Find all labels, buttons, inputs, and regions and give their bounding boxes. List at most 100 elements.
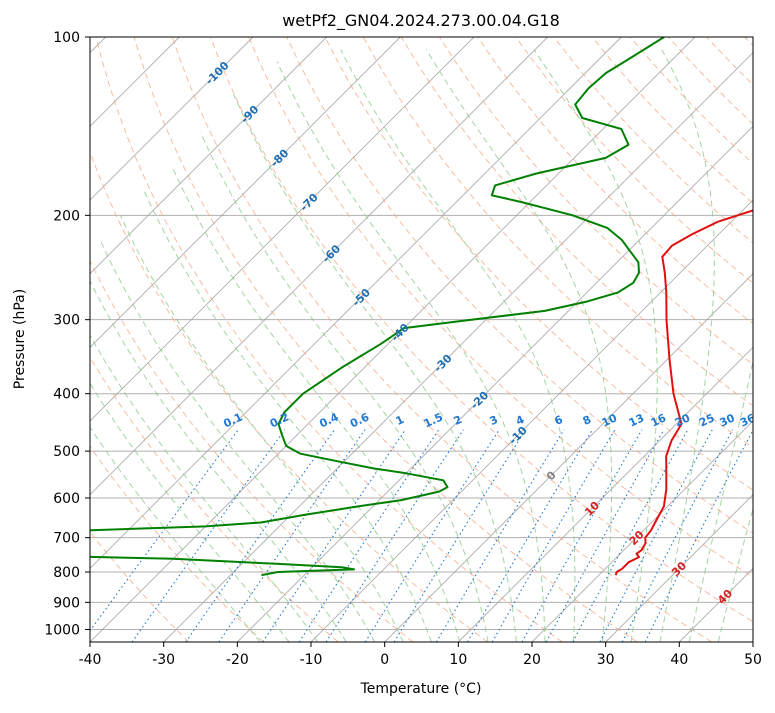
isotherm-label: -90: [238, 103, 261, 126]
dry-adiabat-line: [668, 37, 775, 642]
isotherm-line: [0, 37, 400, 642]
moist-adiabat-line: [426, 50, 611, 642]
isotherm-line: [237, 37, 775, 642]
isotherm-label: 10: [582, 499, 602, 519]
plot-area: -100-90-80-70-60-50-40-30-20-10010203040…: [0, 37, 775, 642]
dry-adiabat-line: [0, 37, 338, 642]
mixing-ratio-label: 3: [488, 413, 500, 428]
isotherm-label: -30: [431, 351, 454, 374]
isotherm-label: 40: [715, 587, 735, 607]
y-tick-label: 300: [53, 313, 80, 329]
chart-title: wetPf2_GN04.2024.273.00.04.G18: [282, 11, 560, 31]
dry-adiabat-line: [0, 37, 264, 642]
isotherm-line: [606, 37, 775, 642]
isotherm-line: [753, 37, 775, 642]
y-tick-label: 500: [53, 444, 80, 460]
isotherm-label: -40: [389, 321, 412, 344]
x-tick-label: 20: [523, 652, 541, 668]
x-tick-label: -40: [79, 652, 102, 668]
dry-adiabat-line: [96, 37, 562, 642]
dry-adiabat-line: [439, 37, 775, 642]
moist-adiabat-line: [121, 215, 404, 642]
mixing-ratio-line: [492, 430, 615, 642]
dry-adiabat-line: [745, 37, 775, 642]
moist-adiabat-line: [689, 50, 775, 642]
isotherm-label: -70: [298, 191, 321, 214]
x-tick-label: 10: [449, 652, 467, 668]
mixing-ratio-line: [82, 430, 239, 642]
mixing-ratio-label: 10: [600, 411, 620, 429]
mixing-ratio-label: 6: [552, 413, 565, 428]
x-axis: -40 -30 -20 -10 0 10 20 30 40 50: [79, 642, 762, 668]
x-tick-label: -20: [226, 652, 249, 668]
dry-adiabat-line: [20, 37, 413, 642]
isotherm-line: [532, 37, 775, 642]
mixing-ratio-line: [468, 430, 593, 642]
mixing-ratio-label: 16: [649, 411, 669, 429]
mixing-ratio-label: 1: [394, 413, 406, 428]
isotherm-line: [0, 37, 474, 642]
mixing-ratio-label: 13: [627, 411, 646, 429]
y-tick-label: 700: [53, 531, 80, 547]
dry-adiabat-line: [0, 37, 189, 642]
mixing-ratio-label: 0.2: [268, 410, 291, 430]
mixing-ratio-label: 0.4: [317, 410, 340, 430]
isotherm-line: [16, 37, 621, 642]
isotherm-label: -50: [350, 286, 373, 309]
dewpoint-profile-line: [0, 37, 664, 575]
mixing-ratio-label: 0.1: [221, 410, 244, 430]
y-tick-label: 600: [53, 491, 80, 507]
mixing-ratio-label: 25: [697, 411, 716, 429]
mixing-ratio-line: [645, 430, 753, 642]
dry-adiabat-line: [516, 37, 775, 642]
isotherm-label: 0: [544, 468, 559, 483]
y-tick-label: 800: [53, 565, 80, 581]
y-axis: 100 200 300 400 500 600 700 800 900 1000: [44, 30, 90, 638]
sounding-series: [0, 37, 775, 575]
dry-adiabat-line: [707, 37, 775, 642]
y-tick-label: 100: [53, 30, 80, 46]
mixing-ratio-line: [365, 430, 499, 642]
moist-adiabat-line: [234, 94, 517, 642]
x-axis-label: Temperature (°C): [360, 681, 482, 697]
y-tick-label: 400: [53, 387, 80, 403]
isotherm-line: [164, 37, 769, 642]
x-tick-label: -30: [152, 652, 175, 668]
moist-adiabat-line: [718, 50, 775, 642]
y-axis-label: Pressure (hPa): [12, 289, 28, 389]
isotherm-label: -100: [203, 59, 232, 88]
x-tick-label: 0: [380, 652, 389, 668]
x-tick-label: 40: [670, 652, 688, 668]
mixing-ratio-line: [436, 430, 564, 642]
moist-adiabat-line: [25, 311, 260, 642]
mixing-ratio-line: [600, 430, 713, 642]
x-tick-label: 30: [597, 652, 615, 668]
dry-adiabat-line: [58, 37, 488, 642]
mixing-ratio-line: [132, 430, 285, 642]
mixing-ratio-line: [394, 430, 526, 642]
y-tick-label: 1000: [44, 622, 80, 638]
mixing-ratio-line: [326, 430, 463, 642]
mixing-ratio-label: 20: [673, 411, 693, 429]
moist-adiabat-line: [100, 240, 375, 642]
dry-adiabat-line: [478, 37, 775, 642]
isotherm-line: [385, 37, 775, 642]
isotherm-label: 30: [669, 559, 689, 579]
x-tick-label: 50: [744, 652, 762, 668]
isotherm-line: [679, 37, 775, 642]
y-tick-label: 900: [53, 595, 80, 611]
mixing-ratio-label: 0.6: [348, 410, 371, 430]
isotherm-line: [0, 37, 327, 642]
isotherm-line: [0, 37, 548, 642]
dry-adiabat-line: [211, 37, 775, 642]
mixing-ratio-label: 4: [514, 413, 527, 428]
isotherm-label: -20: [468, 389, 491, 412]
isotherm-label: -80: [268, 146, 291, 169]
isotherm-line: [0, 37, 253, 642]
mixing-ratio-label: 30: [717, 411, 737, 429]
y-tick-label: 200: [53, 208, 80, 224]
x-tick-label: -10: [300, 652, 323, 668]
